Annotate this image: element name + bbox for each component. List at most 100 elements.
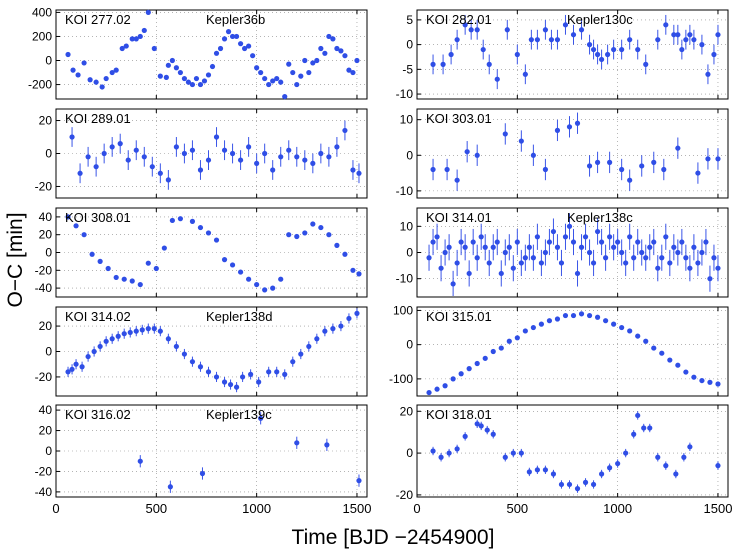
data-point (125, 157, 131, 163)
data-point (550, 228, 557, 235)
data-point (474, 152, 480, 158)
data-point (123, 43, 129, 49)
data-point (77, 170, 83, 176)
data-point (81, 232, 87, 238)
data-point (643, 61, 649, 67)
data-point (113, 274, 119, 281)
data-point (306, 69, 312, 76)
data-point (129, 36, 135, 42)
planet-name: Kepler138d (206, 309, 273, 324)
data-point (538, 260, 545, 266)
data-point (246, 43, 252, 49)
data-point (635, 239, 641, 245)
data-point (205, 72, 212, 78)
data-point (270, 167, 276, 173)
data-point (240, 374, 246, 380)
data-point (139, 327, 145, 333)
data-point (173, 144, 179, 150)
data-point (205, 369, 212, 375)
data-point (266, 81, 272, 88)
data-point (478, 234, 484, 240)
data-point (133, 147, 139, 153)
data-point (151, 326, 157, 332)
data-point (237, 41, 244, 47)
data-point (474, 27, 480, 33)
data-point (562, 234, 569, 240)
data-point (302, 230, 308, 236)
data-point (262, 75, 268, 82)
panel-label: KOI 308.01 (65, 210, 131, 225)
data-point (611, 321, 617, 327)
data-point (69, 134, 75, 140)
data-point (526, 469, 532, 475)
data-point (157, 73, 163, 79)
data-point (528, 37, 534, 43)
data-point (189, 218, 196, 224)
data-point (346, 315, 352, 322)
data-point (356, 170, 362, 176)
panel-koi-289-01: -20 0 20 KOI 289.01 (35, 108, 368, 199)
planet-name: Kepler139c (206, 407, 272, 422)
data-point (715, 463, 721, 469)
data-point (221, 379, 228, 385)
data-point (675, 362, 681, 368)
data-point (217, 45, 224, 52)
data-point (145, 326, 151, 332)
data-point (221, 257, 228, 263)
data-point (715, 156, 721, 162)
panel-koi-314-01: -10 0 10 KOI 314.01 Kepler138c (396, 207, 729, 298)
data-point (462, 433, 468, 439)
data-point (350, 69, 356, 76)
data-point (554, 244, 561, 250)
data-point (681, 454, 687, 460)
data-point (426, 389, 432, 396)
data-point (85, 353, 91, 360)
data-point (659, 350, 665, 356)
y-tick-label: -20 (396, 488, 414, 502)
data-point (594, 314, 601, 320)
data-point (546, 239, 553, 245)
x-tick-label: 0 (52, 501, 59, 516)
y-tick-label: 0 (45, 345, 52, 359)
data-point (450, 376, 456, 382)
x-tick-label: 1000 (242, 501, 271, 516)
data-point (486, 61, 492, 67)
data-point (326, 33, 332, 40)
y-tick-label: 0 (406, 38, 413, 52)
panel-label: KOI 282.01 (426, 12, 492, 27)
data-point (687, 265, 693, 271)
data-point (542, 27, 549, 33)
data-point (611, 244, 617, 250)
data-point (466, 270, 472, 277)
data-point (651, 345, 657, 351)
data-point (278, 276, 284, 282)
data-point (274, 369, 280, 375)
data-point (506, 244, 512, 250)
data-point (542, 249, 549, 256)
data-point (153, 265, 159, 272)
data-point (655, 265, 661, 271)
data-point (715, 32, 721, 38)
data-point (619, 166, 625, 173)
data-point (705, 71, 711, 77)
data-point (282, 93, 288, 100)
data-point (93, 79, 99, 85)
data-point (145, 9, 151, 16)
data-point (470, 239, 476, 245)
data-point (554, 127, 561, 133)
panel-label: KOI 315.01 (426, 309, 492, 324)
data-point (165, 177, 171, 183)
data-point (590, 46, 597, 53)
y-tick-label: -5 (402, 62, 413, 76)
data-point (502, 249, 508, 256)
data-point (691, 244, 697, 250)
data-point (237, 269, 244, 275)
data-point (70, 67, 76, 73)
data-point (173, 343, 179, 350)
data-point (229, 33, 236, 40)
data-point (201, 78, 208, 84)
data-point (75, 72, 81, 78)
panel-label: KOI 277.02 (65, 12, 131, 27)
